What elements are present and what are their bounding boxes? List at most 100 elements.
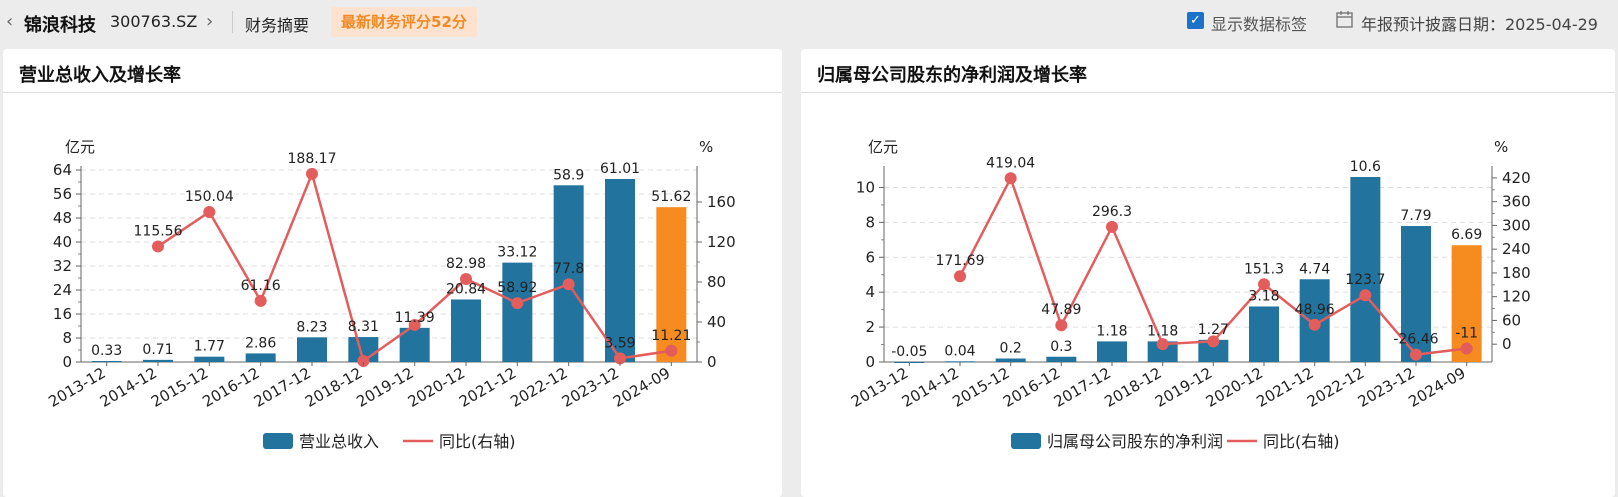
x-tick-label: 2023-12 — [559, 364, 622, 411]
growth-point — [1460, 342, 1473, 355]
growth-point — [614, 352, 626, 365]
left-tick-label: 0 — [62, 353, 72, 371]
x-tick-label: 2018-12 — [302, 364, 365, 411]
bar-value-label: 1.18 — [1147, 323, 1178, 339]
legend-bar-label: 营业总收入 — [299, 432, 379, 451]
growth-value-label: 11.21 — [651, 328, 691, 344]
left-tick-label: 48 — [53, 209, 72, 227]
right-tick-label: 40 — [707, 313, 726, 331]
score-badge[interactable]: 最新财务评分52分 — [331, 7, 477, 37]
bar — [245, 353, 276, 362]
growth-value-label: 77.8 — [553, 261, 584, 277]
bar — [553, 185, 584, 362]
left-tick-label: 8 — [865, 213, 875, 231]
growth-point — [1410, 348, 1422, 361]
bar — [451, 299, 481, 362]
growth-point — [562, 278, 575, 291]
growth-point — [408, 318, 421, 331]
back-arrow-icon[interactable]: ‹ — [6, 11, 14, 32]
divider — [232, 11, 233, 33]
x-tick-label: 2013-12 — [848, 364, 911, 411]
growth-point — [1055, 319, 1068, 332]
x-tick-label: 2022-12 — [507, 364, 570, 411]
bar-value-label: 0.2 — [1000, 341, 1022, 357]
show-labels-label[interactable]: 显示数据标签 — [1211, 15, 1308, 34]
show-labels-checkbox[interactable]: ✓ — [1187, 12, 1204, 29]
growth-point — [1258, 278, 1270, 291]
left-tick-label: 0 — [865, 353, 875, 371]
growth-value-label: 188.17 — [288, 151, 337, 167]
tab-financial-summary[interactable]: 财务摘要 — [245, 16, 310, 35]
left-tick-label: 24 — [53, 281, 72, 299]
bar-value-label: 10.6 — [1350, 159, 1381, 175]
right-axis-unit: % — [1494, 138, 1508, 156]
x-tick-label: 2016-12 — [199, 364, 262, 411]
growth-point — [954, 270, 966, 283]
x-tick-label: 2019-12 — [1152, 364, 1215, 411]
left-tick-label: 4 — [865, 283, 875, 301]
growth-point — [306, 167, 318, 180]
right-tick-label: 180 — [1502, 264, 1531, 282]
bar — [1451, 245, 1482, 362]
x-tick-label: 2013-12 — [45, 364, 108, 411]
growth-value-label: -26.46 — [1393, 332, 1438, 348]
left-tick-label: 56 — [53, 185, 72, 203]
bar-value-label: 0.04 — [944, 343, 975, 359]
growth-value-label: 58.92 — [497, 280, 537, 296]
growth-value-label: 296.3 — [1092, 204, 1132, 220]
bar-value-label: 2.86 — [245, 335, 276, 351]
forward-arrow-icon[interactable]: › — [206, 11, 214, 32]
x-tick-label: 2018-12 — [1101, 364, 1164, 411]
right-tick-label: 80 — [707, 273, 726, 291]
growth-point — [203, 205, 216, 218]
bar — [656, 207, 687, 362]
growth-point — [511, 297, 524, 310]
growth-value-label: 3.59 — [604, 335, 635, 351]
top-bar: ‹ 锦浪科技 300763.SZ › 财务摘要 最新财务评分52分 ✓ 显示数据… — [0, 0, 1618, 44]
legend-bar-swatch — [1011, 433, 1041, 449]
left-tick-label: 2 — [865, 318, 875, 336]
growth-point — [1359, 289, 1372, 302]
growth-point — [1106, 220, 1118, 233]
growth-point — [357, 355, 370, 368]
growth-value-label: 150.04 — [185, 189, 234, 205]
right-tick-label: 300 — [1502, 216, 1531, 234]
x-tick-label: 2014-12 — [97, 364, 160, 411]
left-tick-label: 8 — [62, 329, 72, 347]
right-tick-label: 60 — [1502, 311, 1521, 329]
bar — [1198, 339, 1229, 362]
bar — [945, 361, 975, 363]
legend-bar-label: 归属母公司股东的净利润 — [1047, 432, 1223, 451]
bar-value-label: 3.18 — [1248, 288, 1279, 304]
growth-value-label: 123.7 — [1345, 272, 1385, 288]
left-tick-label: 6 — [865, 248, 875, 266]
growth-point — [152, 240, 164, 253]
growth-value-label: 171.69 — [936, 253, 985, 269]
bar-value-label: 0.71 — [142, 342, 173, 358]
panel-title: 归属母公司股东的净利润及增长率 — [817, 65, 1087, 86]
left-tick-label: 10 — [856, 178, 875, 196]
x-tick-label: 2021-12 — [1253, 364, 1316, 411]
bar — [143, 359, 173, 362]
x-tick-label: 2017-12 — [251, 364, 314, 411]
x-tick-label: 2016-12 — [1000, 364, 1063, 411]
x-tick-label: 2023-12 — [1355, 364, 1418, 411]
growth-point — [254, 294, 267, 307]
right-tick-label: 0 — [707, 353, 717, 371]
bar-value-label: 58.9 — [553, 167, 584, 183]
net-profit-chart: 亿元 % 0 2 4 6 8 10 0 60 120 180 240 300 360 420 -0.05 0.04… — [848, 138, 1531, 451]
bar — [1147, 341, 1178, 362]
growth-point — [1308, 318, 1321, 331]
left-tick-label: 64 — [53, 161, 72, 179]
bar-value-label: 8.31 — [348, 319, 379, 335]
growth-point — [1156, 338, 1169, 351]
left-tick-label: 32 — [53, 257, 72, 275]
growth-value-label: 48.96 — [1295, 302, 1335, 318]
calendar-icon — [1336, 11, 1353, 28]
x-tick-label: 2015-12 — [148, 364, 211, 411]
report-date: 年报预计披露日期：2025-04-29 — [1361, 15, 1598, 34]
bar — [605, 178, 635, 362]
bar-value-label: 11.39 — [395, 310, 435, 326]
bar — [91, 361, 122, 363]
stock-code: 300763.SZ — [110, 12, 198, 31]
